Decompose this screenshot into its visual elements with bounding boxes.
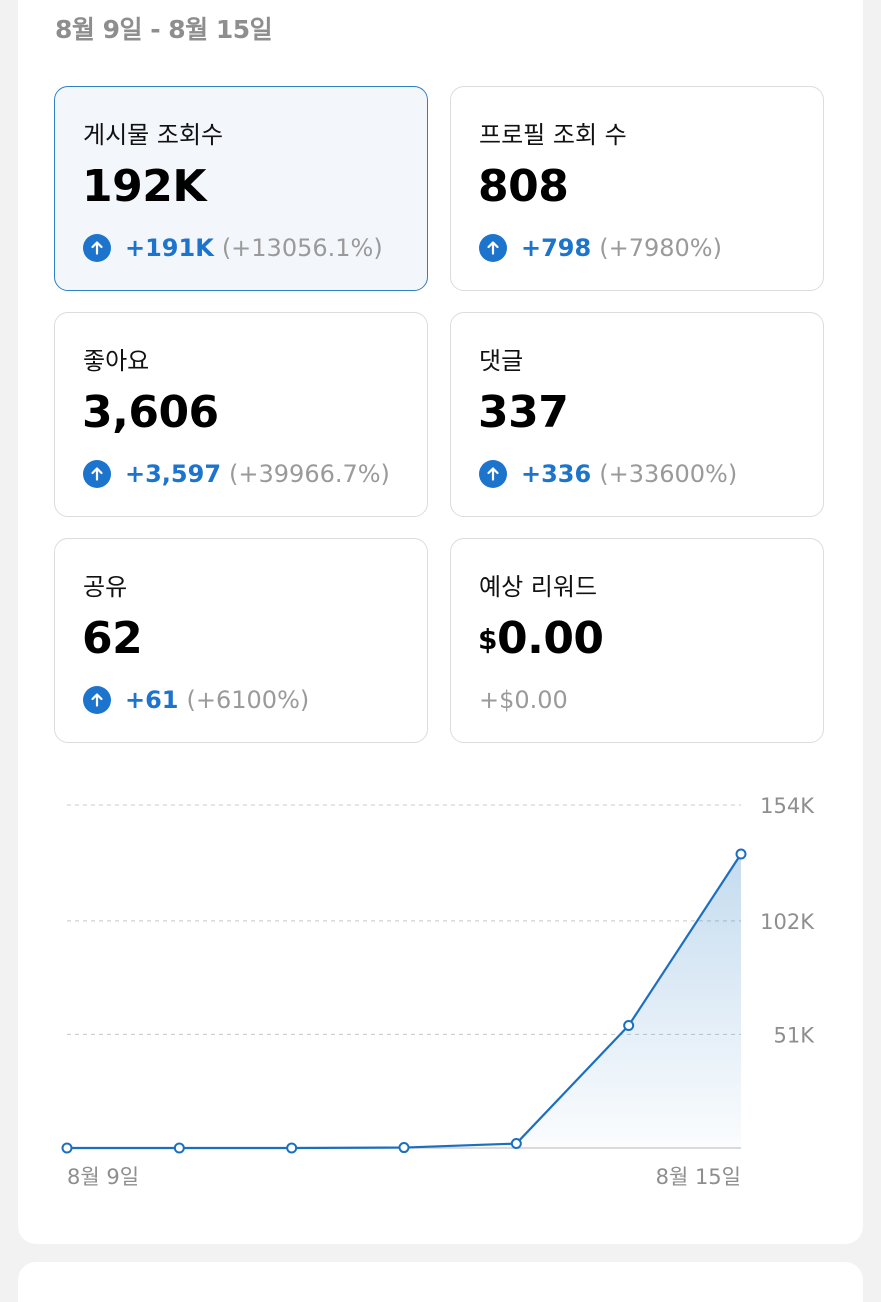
delta-percent: (+6100%) [186, 686, 310, 714]
x-tick-label: 8월 15일 [656, 1165, 741, 1189]
delta-absolute: +3,597 [125, 460, 222, 488]
metric-delta: +$0.00 [479, 685, 568, 715]
metric-label: 댓글 [479, 347, 524, 375]
arrow-up-circle-icon [83, 234, 111, 262]
metric-value: 192K [82, 161, 206, 212]
data-point [173, 1142, 185, 1154]
metric-label: 예상 리워드 [479, 573, 598, 601]
metric-delta: +336 (+33600%) [479, 459, 737, 489]
metric-card-comments[interactable]: 댓글 337 +336 (+33600%) [450, 312, 824, 517]
data-point [623, 1020, 635, 1031]
metric-label: 프로필 조회 수 [479, 121, 627, 149]
x-tick-label: 8월 9일 [67, 1165, 139, 1189]
date-range-label: 8월 9일 - 8월 15일 [55, 15, 273, 44]
metric-delta: +798 (+7980%) [479, 233, 722, 263]
next-section-panel [18, 1262, 863, 1302]
currency-symbol: $ [478, 623, 497, 656]
delta-absolute: +$0.00 [479, 686, 568, 714]
metric-label: 게시물 조회수 [83, 121, 224, 149]
area-fill [67, 854, 741, 1148]
metric-value: 808 [478, 161, 569, 212]
metric-delta: +3,597 (+39966.7%) [83, 459, 390, 489]
data-point [286, 1142, 298, 1154]
arrow-up-circle-icon [83, 686, 111, 714]
metric-card-shares[interactable]: 공유 62 +61 (+6100%) [54, 538, 428, 743]
metric-card-post-views[interactable]: 게시물 조회수 192K +191K (+13056.1%) [54, 86, 428, 291]
metric-value: 62 [82, 613, 143, 664]
delta-percent: (+13056.1%) [221, 234, 383, 262]
data-point [735, 848, 747, 860]
delta-percent: (+33600%) [599, 460, 738, 488]
data-point [61, 1142, 73, 1154]
metric-delta: +61 (+6100%) [83, 685, 309, 715]
delta-absolute: +798 [521, 234, 592, 262]
arrow-up-circle-icon [479, 234, 507, 262]
data-point [398, 1142, 410, 1154]
delta-absolute: +191K [125, 234, 214, 262]
metric-label: 좋아요 [83, 347, 150, 375]
metric-card-profile-views[interactable]: 프로필 조회 수 808 +798 (+7980%) [450, 86, 824, 291]
delta-percent: (+39966.7%) [229, 460, 390, 488]
metric-value-number: 0.00 [496, 613, 604, 664]
chart-svg: 51K 102K 154K 8월 9일 8월 15일 [61, 794, 816, 1189]
metric-value: 337 [478, 387, 569, 438]
y-tick-label: 154K [760, 794, 815, 818]
arrow-up-circle-icon [83, 460, 111, 488]
metric-card-estimated-rewards[interactable]: 예상 리워드 $0.00 +$0.00 [450, 538, 824, 743]
data-point [510, 1138, 522, 1150]
metric-delta: +191K (+13056.1%) [83, 233, 383, 263]
y-tick-label: 102K [760, 910, 815, 934]
y-tick-label: 51K [774, 1023, 816, 1047]
metric-value: 3,606 [82, 387, 219, 438]
delta-absolute: +336 [521, 460, 592, 488]
delta-percent: (+7980%) [599, 234, 722, 262]
arrow-up-circle-icon [479, 460, 507, 488]
metric-card-likes[interactable]: 좋아요 3,606 +3,597 (+39966.7%) [54, 312, 428, 517]
post-views-chart: 51K 102K 154K 8월 9일 8월 15일 [0, 780, 881, 1200]
metric-label: 공유 [83, 573, 128, 601]
delta-absolute: +61 [125, 686, 179, 714]
metric-value: $0.00 [478, 613, 604, 664]
